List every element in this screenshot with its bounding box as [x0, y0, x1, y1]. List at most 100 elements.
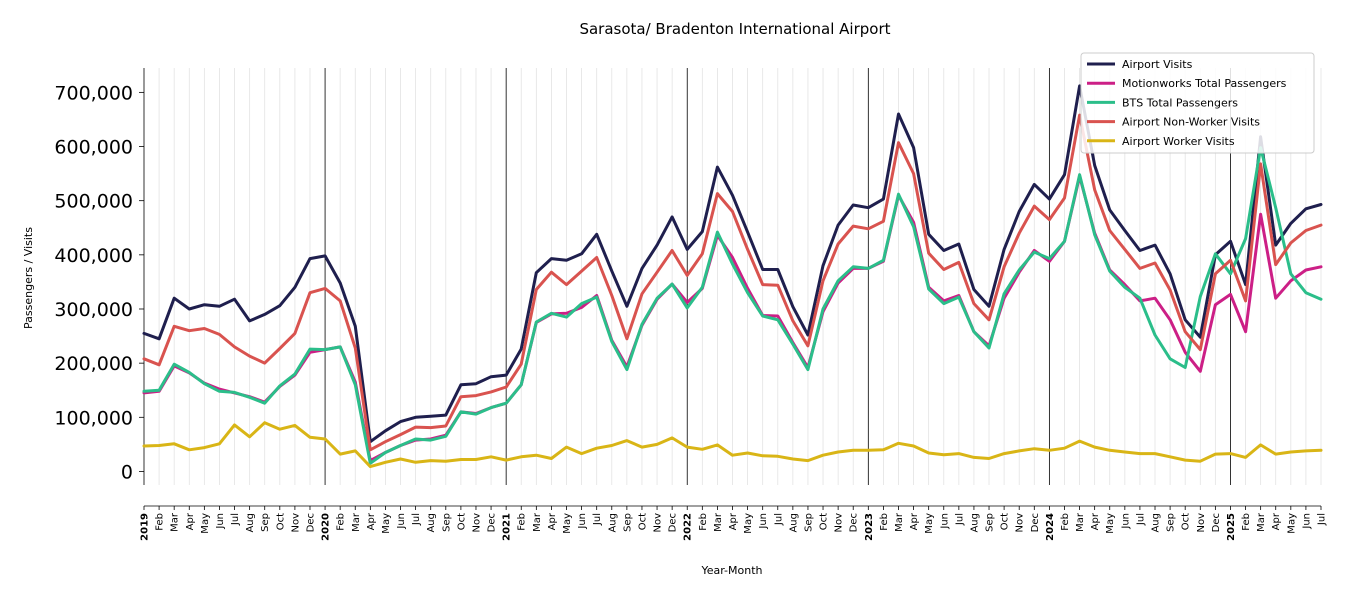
x-tick-label: Apr — [728, 512, 739, 530]
y-tick-label: 200,000 — [54, 353, 133, 375]
x-tick-label: May — [743, 513, 754, 534]
gridlines — [158, 68, 1322, 485]
x-tick-label: Aug — [969, 513, 980, 533]
x-tick-label: Apr — [909, 512, 920, 530]
y-axis-label: Passengers / Visits — [22, 227, 35, 329]
x-tick-label: Apr — [1090, 512, 1101, 530]
x-tick-label: Mar — [1256, 512, 1267, 532]
x-tick-label: Oct — [275, 513, 286, 530]
y-tick-label: 400,000 — [54, 245, 133, 267]
y-axis-ticks: 0 100,000 200,000 300,000 400,000 500,000 600,… — [54, 82, 144, 483]
x-tick-label: Dec — [305, 513, 316, 532]
x-tick-label: May — [924, 513, 935, 534]
y-tick-label: 100,000 — [54, 407, 133, 429]
x-tick-label: Dec — [849, 513, 860, 532]
legend-label: BTS Total Passengers — [1122, 96, 1238, 109]
legend-label: Airport Worker Visits — [1122, 135, 1235, 148]
x-axis-label: Year-Month — [700, 564, 762, 577]
x-tick-label: 2023 — [864, 513, 875, 541]
x-tick-label: Apr — [366, 512, 377, 530]
x-tick-label: Mar — [532, 512, 543, 532]
x-tick-label: Feb — [336, 513, 347, 531]
x-tick-label: Sep — [260, 513, 271, 532]
chart-title: Sarasota/ Bradenton International Airpor… — [579, 20, 890, 38]
y-tick-label: 600,000 — [54, 137, 133, 159]
x-tick-label: Sep — [985, 513, 996, 532]
x-tick-label: Nov — [1015, 513, 1026, 533]
x-tick-label: Jul — [954, 513, 965, 526]
x-tick-label: Nov — [1196, 513, 1207, 533]
x-tick-label: Nov — [653, 513, 664, 533]
x-tick-label: Jul — [1317, 513, 1328, 526]
x-tick-label: 2025 — [1226, 513, 1237, 541]
x-tick-label: Jun — [396, 513, 407, 530]
x-tick-label: Feb — [698, 513, 709, 531]
x-tick-label: Jul — [230, 513, 241, 526]
x-tick-label: Feb — [517, 513, 528, 531]
x-tick-label: Feb — [879, 513, 890, 531]
x-tick-label: Aug — [426, 513, 437, 533]
x-tick-label: 2020 — [321, 513, 332, 541]
x-tick-label: Nov — [471, 513, 482, 533]
x-tick-label: Aug — [788, 513, 799, 533]
x-tick-label: Jun — [758, 513, 769, 530]
x-tick-label: May — [562, 513, 573, 534]
x-tick-label: 2022 — [683, 513, 694, 541]
legend-label: Airport Visits — [1122, 58, 1193, 71]
x-tick-label: Jun — [215, 513, 226, 530]
x-tick-label: Mar — [1075, 512, 1086, 532]
x-tick-label: Aug — [1151, 513, 1162, 533]
x-tick-label: May — [1286, 513, 1297, 534]
legend-label: Motionworks Total Passengers — [1122, 77, 1287, 90]
x-tick-label: Oct — [819, 513, 830, 530]
x-tick-label: Nov — [834, 513, 845, 533]
y-tick-label: 500,000 — [54, 191, 133, 213]
x-tick-label: Mar — [713, 512, 724, 532]
legend: Airport Visits Motionworks Total Passenge… — [1080, 52, 1315, 154]
x-tick-label: May — [381, 513, 392, 534]
x-tick-label: Feb — [1241, 513, 1252, 531]
x-tick-label: Sep — [1166, 513, 1177, 532]
x-tick-label: Dec — [487, 513, 498, 532]
x-tick-label: Jul — [592, 513, 603, 526]
x-tick-label: Jun — [1120, 513, 1131, 530]
x-tick-label: Dec — [1030, 513, 1041, 532]
y-tick-label: 700,000 — [54, 82, 133, 104]
x-tick-label: Sep — [622, 513, 633, 532]
x-tick-label: Oct — [637, 513, 648, 530]
x-tick-label: Aug — [607, 513, 618, 533]
x-tick-label: Sep — [441, 513, 452, 532]
y-tick-label: 0 — [121, 461, 133, 483]
legend-box — [1080, 52, 1315, 154]
x-tick-label: Sep — [803, 513, 814, 532]
x-tick-label: Oct — [1181, 513, 1192, 530]
x-tick-label: 2021 — [502, 513, 513, 541]
x-tick-label: Oct — [456, 513, 467, 530]
x-tick-label: Jun — [1301, 513, 1312, 530]
x-tick-label: May — [1105, 513, 1116, 534]
x-tick-label: Apr — [185, 512, 196, 530]
x-tick-label: Dec — [1211, 513, 1222, 532]
x-tick-label: Feb — [155, 513, 166, 531]
x-tick-label: 2024 — [1045, 513, 1056, 541]
x-tick-label: Jul — [1135, 513, 1146, 526]
x-tick-label: Mar — [170, 512, 181, 532]
x-tick-label: Aug — [245, 513, 256, 533]
x-tick-label: Dec — [668, 513, 679, 532]
series-line-airport-visits — [142, 84, 1323, 444]
x-tick-label: Nov — [290, 513, 301, 533]
x-tick-label: 2019 — [140, 513, 151, 541]
x-tick-label: Oct — [1000, 513, 1011, 530]
series-lines — [142, 84, 1323, 469]
x-tick-label: Jun — [939, 513, 950, 530]
x-tick-label: May — [200, 513, 211, 534]
x-axis-ticks: 2019 Feb Mar Apr May Jun Jul Aug Sep Oct Nov Dec 202… — [140, 506, 1328, 541]
x-tick-label: Mar — [894, 512, 905, 532]
series-line-bts-total-passengers — [142, 146, 1323, 465]
x-tick-label: Apr — [547, 512, 558, 530]
series-line-airport-non-worker-visits — [142, 113, 1323, 452]
legend-label: Airport Non-Worker Visits — [1122, 116, 1260, 129]
y-tick-label: 300,000 — [54, 299, 133, 321]
x-tick-label: Mar — [351, 512, 362, 532]
